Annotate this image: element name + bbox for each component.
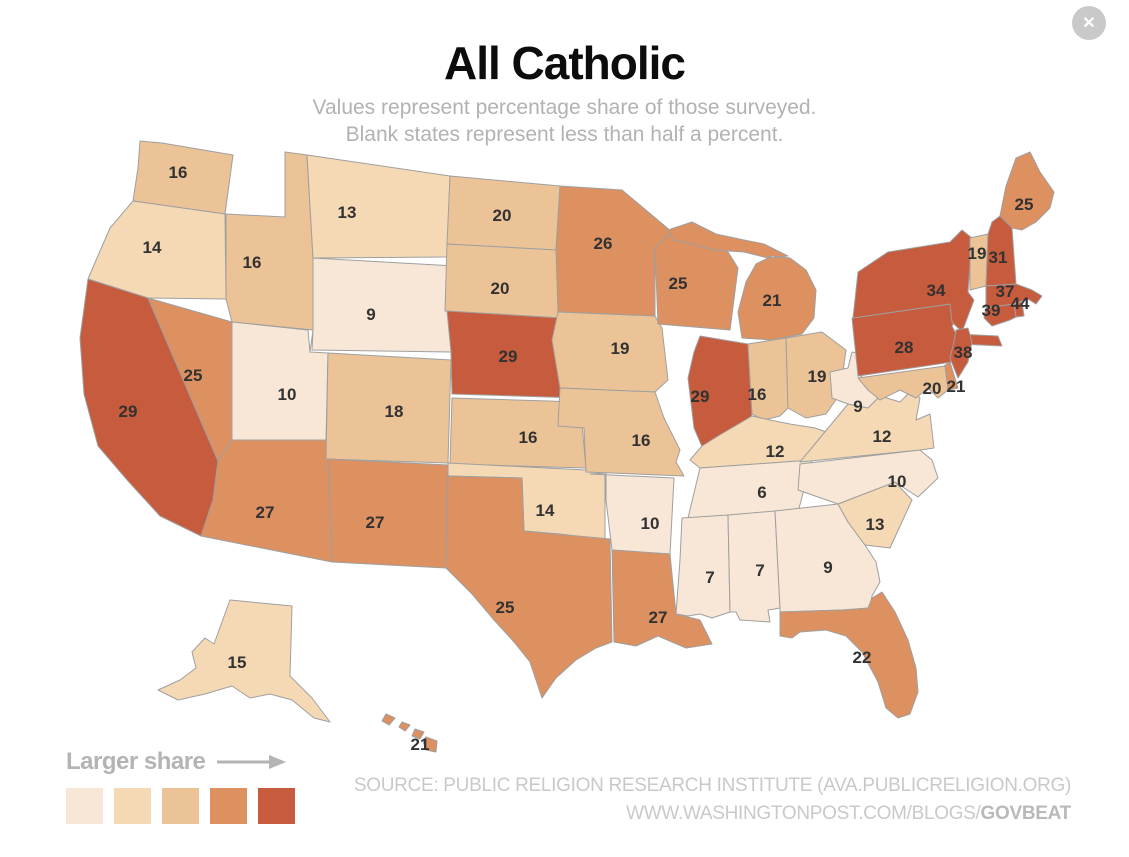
legend-swatches bbox=[66, 788, 295, 824]
legend-swatch-5 bbox=[258, 788, 295, 824]
state-MN bbox=[555, 185, 673, 317]
state-value-NM: 27 bbox=[366, 513, 385, 532]
state-value-FL: 22 bbox=[853, 648, 872, 667]
state-value-CT: 39 bbox=[982, 301, 1001, 320]
legend-swatch-2 bbox=[114, 788, 151, 824]
state-MI bbox=[667, 221, 817, 341]
source-line-2: WWW.WASHINGTONPOST.COM/BLOGS/GOVBEAT bbox=[626, 803, 1072, 824]
subtitle-line-1: Values represent percentage share of tho… bbox=[312, 96, 817, 119]
state-value-PA: 28 bbox=[895, 338, 914, 357]
state-value-ND: 20 bbox=[493, 206, 512, 225]
state-value-KS: 16 bbox=[519, 428, 538, 447]
state-AK bbox=[157, 599, 331, 723]
state-MD bbox=[857, 365, 949, 401]
state-value-MO: 16 bbox=[632, 431, 651, 450]
state-IN bbox=[747, 337, 789, 421]
legend-swatch-1 bbox=[66, 788, 103, 824]
state-HI bbox=[381, 713, 438, 753]
state-value-AR: 10 bbox=[641, 514, 660, 533]
state-value-NE: 29 bbox=[499, 347, 518, 366]
state-value-OH: 19 bbox=[808, 367, 827, 386]
state-TX bbox=[445, 475, 613, 699]
state-LA bbox=[611, 549, 713, 649]
state-value-IA: 19 bbox=[611, 339, 630, 358]
state-value-TN: 6 bbox=[757, 483, 766, 502]
map-legend: Larger share bbox=[66, 748, 295, 824]
legend-swatch-3 bbox=[162, 788, 199, 824]
state-value-MA: 37 bbox=[996, 282, 1015, 301]
state-value-AK: 15 bbox=[228, 653, 247, 672]
state-AL bbox=[727, 510, 781, 623]
source-line-1: SOURCE: PUBLIC RELIGION RESEARCH INSTITU… bbox=[353, 775, 1071, 796]
state-value-WV: 9 bbox=[853, 397, 862, 416]
close-icon: ✕ bbox=[1082, 15, 1096, 32]
state-ID bbox=[225, 151, 314, 331]
right-arrow-icon bbox=[217, 755, 287, 769]
state-value-MT: 13 bbox=[338, 203, 357, 222]
state-value-RI: 44 bbox=[1011, 294, 1030, 313]
state-value-IL: 29 bbox=[691, 387, 710, 406]
state-value-AL: 7 bbox=[755, 561, 764, 580]
state-value-NY: 34 bbox=[927, 281, 946, 300]
state-FL bbox=[779, 591, 919, 719]
state-value-HI: 21 bbox=[411, 735, 430, 754]
state-value-SC: 13 bbox=[866, 515, 885, 534]
state-NJ bbox=[949, 327, 973, 379]
state-CT bbox=[983, 303, 1017, 327]
state-IA bbox=[551, 311, 669, 393]
state-value-MN: 26 bbox=[594, 234, 613, 253]
govbeat-label: GOVBEAT bbox=[980, 803, 1072, 824]
state-value-NV: 25 bbox=[184, 366, 203, 385]
state-value-MD: 20 bbox=[923, 379, 942, 398]
state-value-AZ: 27 bbox=[256, 503, 275, 522]
state-value-ID: 16 bbox=[243, 253, 262, 272]
state-ME bbox=[999, 151, 1055, 231]
legend-label: Larger share bbox=[66, 748, 206, 775]
state-value-VT: 19 bbox=[968, 244, 987, 263]
state-value-NC: 10 bbox=[888, 472, 907, 491]
state-AZ bbox=[200, 439, 333, 563]
state-value-SD: 20 bbox=[491, 279, 510, 298]
subtitle-line-2: Blank states represent less than half a … bbox=[345, 123, 784, 146]
state-value-VA: 12 bbox=[873, 427, 892, 446]
state-value-MI: 21 bbox=[763, 291, 782, 310]
state-value-CA: 29 bbox=[119, 402, 138, 421]
state-value-WY: 9 bbox=[366, 305, 375, 324]
state-value-NH: 31 bbox=[989, 248, 1008, 267]
state-value-OR: 14 bbox=[143, 238, 162, 257]
state-value-ME: 25 bbox=[1015, 195, 1034, 214]
state-MS bbox=[675, 514, 731, 619]
state-value-IN: 16 bbox=[748, 385, 767, 404]
state-value-MS: 7 bbox=[705, 568, 714, 587]
state-OH bbox=[785, 331, 847, 419]
state-value-DE: 21 bbox=[947, 377, 966, 396]
legend-swatch-4 bbox=[210, 788, 247, 824]
state-value-WI: 25 bbox=[669, 274, 688, 293]
state-value-GA: 9 bbox=[823, 558, 832, 577]
state-MT bbox=[306, 154, 451, 259]
state-value-CO: 18 bbox=[385, 402, 404, 421]
source-credit: SOURCE: PUBLIC RELIGION RESEARCH INSTITU… bbox=[354, 772, 1071, 828]
state-value-WA: 16 bbox=[169, 163, 188, 182]
state-NM bbox=[327, 458, 449, 569]
state-value-OK: 14 bbox=[536, 501, 555, 520]
state-MO bbox=[557, 387, 685, 477]
state-NC bbox=[797, 449, 939, 505]
state-value-UT: 10 bbox=[278, 385, 297, 404]
chart-subtitle: Values represent percentage share of tho… bbox=[0, 94, 1129, 148]
state-value-LA: 27 bbox=[649, 608, 668, 627]
close-button[interactable]: ✕ bbox=[1072, 6, 1106, 40]
state-WY bbox=[309, 257, 456, 353]
state-value-KY: 12 bbox=[766, 442, 785, 461]
state-value-NJ: 38 bbox=[954, 343, 973, 362]
page-title: All Catholic bbox=[443, 37, 686, 89]
state-value-TX: 25 bbox=[496, 598, 515, 617]
